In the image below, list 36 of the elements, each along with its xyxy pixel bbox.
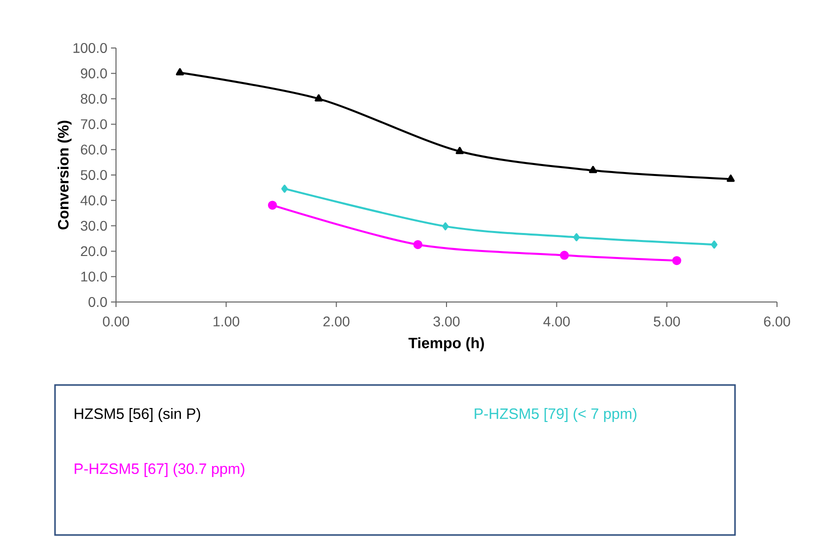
y-tick-label: 100.0 [74, 43, 107, 53]
point [442, 222, 449, 230]
y-tick-label: 60.0 [80, 144, 107, 155]
text: P-HZSM5 [67] (30.7 ppm) [74, 463, 244, 477]
y-axis-title: Conversion (%) [58, 120, 72, 230]
x-tick-label: 0.00 [102, 316, 130, 326]
point [413, 240, 422, 250]
text: P-HZSM5 [79] (< 7 ppm) [474, 408, 636, 422]
point [456, 146, 464, 154]
point [268, 200, 277, 210]
point [176, 68, 184, 76]
x-tick-label: 3.00 [433, 316, 460, 326]
point [726, 174, 735, 182]
y-tick-label: 90.0 [80, 68, 107, 78]
y-tick-label: 70.0 [80, 119, 107, 130]
x-axis-title: Tiempo (h) [408, 337, 484, 352]
point [573, 233, 580, 242]
x-tick-label: 5.00 [654, 316, 680, 326]
y-tick-label: 30.0 [80, 220, 107, 231]
x-tick-label: 6.00 [764, 316, 790, 326]
point [710, 240, 718, 249]
y-tick-label: 20.0 [80, 246, 107, 256]
text: HZSM5 [56] (sin P) [74, 408, 200, 422]
x-tick-label: 1.00 [214, 316, 240, 326]
point [314, 94, 323, 102]
point [281, 184, 288, 193]
y-tick-label: 50.0 [80, 170, 107, 180]
x-tick-label: 2.00 [323, 316, 350, 326]
point [588, 166, 598, 174]
y-tick-label: 10.0 [81, 272, 107, 282]
y-tick-label: 40.0 [80, 195, 107, 206]
point [672, 256, 682, 266]
y-tick-label: 0.0 [88, 297, 107, 307]
x-tick-label: 4.00 [543, 316, 570, 326]
y-tick-label: 80.0 [80, 94, 107, 104]
point [560, 250, 569, 260]
